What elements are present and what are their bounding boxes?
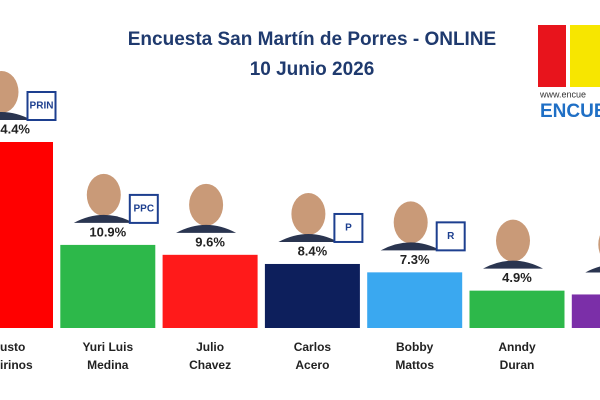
value-label: 4.9% [502, 270, 532, 285]
bar [0, 142, 53, 328]
value-label: 7.3% [400, 252, 430, 267]
logo-block [570, 25, 600, 87]
party-badge-text: R [447, 231, 455, 242]
candidate-photo [291, 192, 326, 235]
x-tick-label: Yuri Luis [82, 340, 133, 354]
party-badge-box [333, 212, 364, 243]
chart-title: Encuesta San Martín de Porres - ONLINE [128, 29, 496, 50]
party-badge-text: PRIN [30, 101, 54, 112]
candidate-body [73, 214, 134, 223]
party-badge: R [435, 221, 466, 252]
plot: PRIN24.4% usto irinos PPC 10.9% Yuri Luis Medi… [0, 71, 600, 372]
candidate-body [0, 112, 32, 120]
value-label: 8.4% [298, 243, 328, 258]
x-tick-label: Julio [196, 340, 224, 354]
logo-block [538, 25, 566, 87]
candidate-body [483, 260, 543, 269]
candidate-body [585, 266, 600, 273]
chart-subtitle: 10 Junio 2026 [250, 59, 375, 80]
logo-name: ENCUES [540, 101, 600, 122]
x-tick-label: Anndy [498, 340, 536, 354]
logo: www.encue ENCUES [538, 25, 600, 122]
x-tick-label: Bobby [396, 340, 434, 354]
bar [469, 290, 565, 328]
bar [162, 254, 258, 328]
party-badge: PPC [128, 193, 159, 224]
party-badge: PRIN [26, 91, 57, 121]
candidate-body [380, 242, 441, 251]
party-badge-box [26, 91, 57, 121]
x-tick-label: Duran [500, 358, 535, 372]
value-label: 9.6% [195, 234, 225, 249]
party-badge-text: PPC [134, 204, 155, 215]
x-tick-label: irinos [0, 358, 33, 372]
x-tick-label: Medina [87, 358, 129, 372]
value-label: 24.4% [0, 121, 30, 136]
value-label: 10.9% [89, 224, 126, 239]
party-badge-box [435, 221, 466, 252]
logo-url: www.encue [539, 89, 586, 99]
candidate-photo [189, 183, 224, 226]
party-badge-text: P [345, 223, 352, 234]
bar [367, 272, 463, 328]
candidate-photo [86, 173, 121, 216]
x-tick-label: Mattos [395, 358, 434, 372]
bar [571, 294, 600, 328]
bar [264, 263, 360, 328]
candidate-photo [496, 219, 530, 262]
candidate-photo [393, 201, 428, 244]
x-tick-label: Carlos [294, 340, 332, 354]
bar [60, 244, 156, 328]
x-tick-label: usto [0, 340, 25, 354]
party-badge: P [333, 212, 364, 243]
x-tick-label: Chavez [189, 358, 231, 372]
candidate-body [176, 224, 237, 233]
x-tick-label: Acero [295, 358, 329, 372]
candidate-body [278, 233, 339, 242]
party-badge-box [128, 193, 159, 224]
candidate-photo [0, 71, 19, 113]
